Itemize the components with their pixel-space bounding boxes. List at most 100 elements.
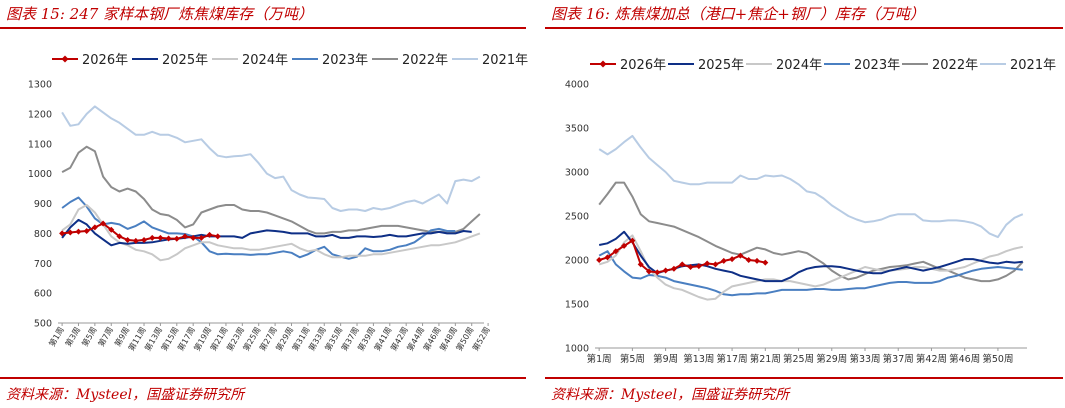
series-line — [61, 196, 456, 260]
chart-title: 图表 16: 炼焦煤加总（港口+焦企+钢厂）库存（万吨） — [551, 5, 925, 23]
data-point-marker — [190, 234, 197, 241]
y-tick-label: 2000 — [565, 256, 589, 267]
legend-label: 2022年 — [402, 53, 448, 68]
data-point-marker — [654, 269, 661, 276]
data-point-marker — [59, 230, 66, 237]
y-tick-label: 1000 — [28, 169, 52, 180]
source-note: 资料来源：Mysteel，国盛证券研究所 — [551, 387, 790, 403]
x-tick-label: 第25周 — [783, 353, 814, 365]
legend-label: 2024年 — [242, 53, 288, 68]
x-tick-label: 第3周 — [63, 325, 82, 348]
legend-label: 2026年 — [82, 53, 128, 68]
y-tick-label: 500 — [34, 319, 52, 330]
y-tick-label: 1000 — [565, 344, 589, 355]
x-tick-label: 第13周 — [683, 353, 714, 365]
data-point-marker — [612, 248, 619, 255]
data-point-marker — [762, 259, 769, 266]
title-divider — [0, 27, 526, 29]
x-tick-label: 第29周 — [816, 353, 847, 365]
data-point-marker — [712, 261, 719, 268]
x-tick-label: 第37周 — [883, 353, 914, 365]
y-tick-label: 4000 — [565, 80, 589, 91]
legend-marker — [61, 55, 69, 63]
data-point-marker — [181, 233, 188, 240]
data-point-marker — [149, 234, 156, 241]
data-point-marker — [100, 220, 107, 227]
x-tick-label: 第7周 — [96, 325, 115, 348]
chart-svg: 1000 1500 2000 2500 3000 3500 4000 第1周 第5周 第9周 第13… — [565, 58, 1056, 365]
data-point-marker — [629, 237, 636, 244]
legend-label: 2025年 — [698, 58, 744, 73]
y-tick-label: 800 — [34, 229, 52, 240]
data-point-marker — [720, 257, 727, 264]
data-point-marker — [206, 231, 213, 238]
data-point-marker — [679, 261, 686, 268]
x-tick-label: 第21周 — [750, 353, 781, 365]
data-point-marker — [637, 261, 644, 268]
data-point-marker — [116, 233, 123, 240]
data-point-marker — [670, 265, 677, 272]
y-tick-label: 1500 — [565, 300, 589, 311]
data-point-marker — [704, 260, 711, 267]
x-tick-label: 第5周 — [620, 353, 645, 365]
data-point-marker — [737, 252, 744, 259]
data-point-marker — [108, 226, 115, 233]
data-point-marker — [198, 234, 205, 241]
source-note: 资料来源：Mysteel，国盛证券研究所 — [6, 387, 245, 403]
data-point-marker — [729, 256, 736, 263]
title-divider — [545, 27, 1063, 29]
series-line — [61, 145, 481, 235]
x-tick-label: 第5周 — [79, 325, 98, 348]
legend-label: 2022年 — [932, 58, 978, 73]
series-line — [598, 250, 1023, 297]
chart-panel-right: 图表 16: 炼焦煤加总（港口+焦企+钢厂）库存（万吨） 1000 1500 200… — [545, 0, 1065, 408]
data-point-marker — [83, 227, 90, 234]
legend-label: 2023年 — [854, 58, 900, 73]
chart-svg: 5006007008009001000110012001300第1周第3周第5周… — [28, 53, 528, 353]
y-tick-label: 3500 — [565, 124, 589, 135]
series-line — [598, 181, 1024, 283]
footer-divider — [0, 377, 526, 379]
chart-title: 图表 15: 247 家样本钢厂炼焦煤库存（万吨） — [6, 5, 314, 23]
legend-label: 2025年 — [162, 53, 208, 68]
x-tick-label: 第42周 — [916, 353, 947, 365]
x-tick-label: 第1周 — [587, 353, 612, 365]
y-tick-label: 2500 — [565, 212, 589, 223]
data-point-marker — [124, 236, 131, 243]
data-point-marker — [157, 234, 164, 241]
data-point-marker — [604, 254, 611, 261]
legend-label: 2021年 — [1010, 58, 1056, 73]
legend-label: 2026年 — [620, 58, 666, 73]
data-point-marker — [687, 264, 694, 271]
data-point-marker — [132, 237, 139, 244]
y-tick-label: 700 — [34, 259, 52, 270]
series-line — [61, 218, 472, 247]
data-point-marker — [75, 228, 82, 235]
data-point-marker — [173, 235, 180, 242]
y-tick-label: 600 — [34, 289, 52, 300]
x-tick-label: 第46周 — [949, 353, 980, 365]
data-point-marker — [745, 257, 752, 263]
data-point-marker — [91, 224, 98, 231]
legend-label: 2023年 — [322, 53, 368, 68]
data-point-marker — [165, 235, 172, 242]
data-point-marker — [596, 257, 603, 263]
y-tick-label: 1100 — [28, 139, 52, 150]
data-point-marker — [214, 233, 221, 240]
series-line — [61, 204, 481, 262]
data-point-marker — [141, 236, 148, 243]
series-line — [61, 105, 481, 212]
y-tick-label: 900 — [34, 199, 52, 210]
x-tick-label: 第9周 — [653, 353, 678, 365]
series-line — [598, 234, 1024, 301]
legend-label: 2024年 — [776, 58, 822, 73]
data-point-marker — [67, 229, 74, 236]
legend-label: 2021年 — [482, 53, 528, 68]
data-point-marker — [754, 257, 760, 264]
y-tick-label: 1200 — [28, 109, 52, 120]
y-tick-label: 1300 — [28, 80, 52, 91]
y-tick-label: 3000 — [565, 168, 589, 179]
x-tick-label: 第17周 — [717, 353, 748, 365]
x-tick-label: 第33周 — [849, 353, 880, 365]
x-tick-label: 第50周 — [982, 353, 1013, 365]
